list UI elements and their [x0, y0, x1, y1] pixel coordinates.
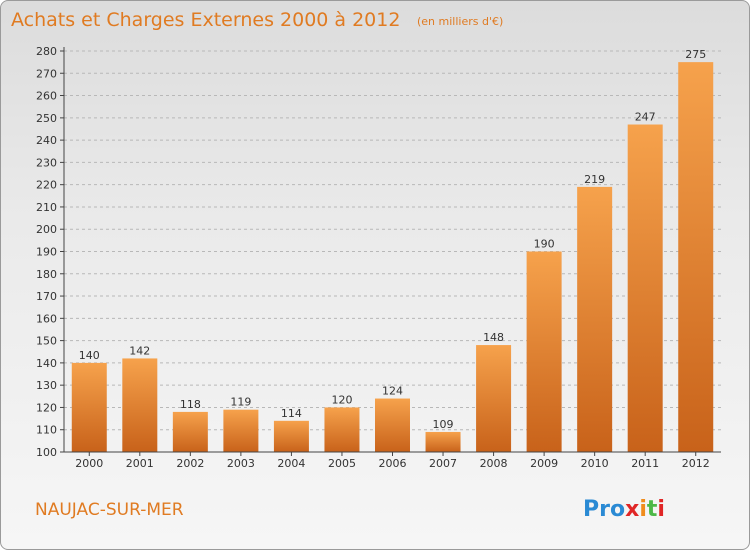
bar	[375, 398, 410, 452]
data-label: 119	[230, 396, 251, 409]
y-tick-label: 140	[36, 357, 57, 370]
data-label: 124	[382, 385, 403, 398]
bar	[273, 420, 309, 452]
x-tick-label: 2004	[277, 457, 305, 470]
x-tick-label: 2008	[480, 457, 508, 470]
logo-letter: P	[583, 497, 599, 522]
x-tick-label: 2003	[227, 457, 255, 470]
y-tick-label: 250	[36, 112, 57, 125]
commune-name: NAUJAC-SUR-MER	[35, 500, 184, 520]
y-tick-label: 170	[36, 290, 57, 303]
logo-letter: t	[647, 497, 658, 522]
x-tick-label: 2000	[75, 457, 103, 470]
logo-letter: o	[610, 497, 625, 522]
y-tick-label: 180	[36, 268, 57, 281]
y-tick-label: 120	[36, 401, 57, 414]
bar	[71, 362, 107, 452]
x-tick-label: 2005	[328, 457, 356, 470]
bar	[425, 431, 461, 452]
data-label: 190	[534, 238, 555, 251]
y-tick-label: 280	[36, 45, 57, 58]
x-tick-label: 2002	[176, 457, 204, 470]
y-tick-label: 230	[36, 156, 57, 169]
logo-letter: i	[657, 497, 665, 522]
bar	[324, 407, 360, 452]
data-label: 148	[483, 331, 504, 344]
y-tick-label: 220	[36, 179, 57, 192]
y-tick-label: 260	[36, 90, 57, 103]
logo-letter: r	[599, 497, 610, 522]
bar	[223, 409, 259, 452]
y-tick-label: 130	[36, 379, 57, 392]
bar	[678, 62, 714, 453]
grid-layer	[64, 50, 721, 431]
axis-layer: 100 110 120 130 140 150 160 170 180 190 200 210 220 2…	[36, 45, 721, 470]
x-tick-label: 2011	[631, 457, 659, 470]
x-tick-label: 2009	[530, 457, 558, 470]
bar-layer: 140 142 118 119 114 120 124 109 148 190 219 247 275	[71, 48, 714, 453]
proxiti-logo: Proxiti	[583, 497, 665, 522]
data-label: 219	[584, 173, 605, 186]
data-label: 114	[281, 407, 302, 420]
y-tick-label: 190	[36, 246, 57, 259]
data-label: 142	[129, 344, 150, 357]
y-tick-label: 210	[36, 201, 57, 214]
bar	[526, 251, 562, 452]
y-tick-label: 100	[36, 446, 57, 459]
y-tick-label: 240	[36, 134, 57, 147]
data-label: 118	[180, 398, 201, 411]
bar	[122, 358, 158, 452]
x-tick-label: 2006	[379, 457, 407, 470]
data-label: 247	[635, 111, 656, 124]
data-label: 140	[79, 349, 100, 362]
logo-letter: i	[639, 497, 647, 522]
logo-letter: x	[625, 497, 639, 522]
x-tick-label: 2007	[429, 457, 457, 470]
x-tick-label: 2010	[581, 457, 609, 470]
chart-unit: (en milliers d'€)	[417, 15, 503, 28]
data-label: 275	[685, 48, 706, 61]
chart-title: Achats et Charges Externes 2000 à 2012	[11, 9, 400, 31]
x-tick-label: 2001	[126, 457, 154, 470]
y-tick-label: 110	[36, 424, 57, 437]
data-label: 109	[433, 418, 454, 431]
y-tick-label: 200	[36, 223, 57, 236]
y-tick-label: 150	[36, 335, 57, 348]
data-label: 120	[331, 393, 352, 406]
bar	[476, 345, 512, 452]
x-tick-label: 2012	[682, 457, 710, 470]
y-tick-label: 160	[36, 312, 57, 325]
bar	[172, 411, 208, 452]
bar	[577, 186, 613, 452]
bar	[627, 124, 663, 453]
y-tick-label: 270	[36, 67, 57, 80]
